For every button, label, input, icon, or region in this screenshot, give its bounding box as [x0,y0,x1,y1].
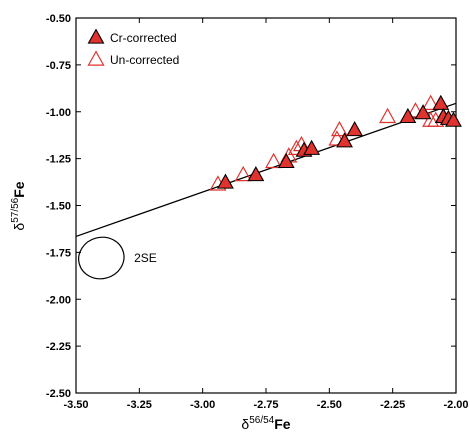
cr-corrected-point [445,111,462,127]
uncorrected-point [265,152,283,169]
x-tick-label: -2.00 [443,399,468,411]
data-points [209,94,462,191]
y-tick-label: -1.00 [46,107,71,119]
uncorrected-point [328,130,346,146]
legend-label: Cr-corrected [110,31,177,45]
x-tick-label: -2.75 [253,399,278,411]
x-tick-label: -3.00 [190,399,215,411]
y-tick-label: -1.25 [46,154,71,166]
y-axis-label-sup: 57/56 [10,197,21,222]
cr-corrected-point [432,94,450,110]
y-tick-label: -0.50 [46,13,71,25]
x-tick-label: -2.25 [380,399,405,411]
y-axis-label: δ57/56Fe [10,181,27,230]
x-axis-label: δ56/54Fe [241,415,290,432]
x-tick-label: -3.50 [63,399,88,411]
y-axis-label-suffix: Fe [11,181,27,198]
y-axis-label-prefix: δ [11,223,27,231]
annotations: 2SE [78,236,157,280]
legend-marker [87,28,105,44]
plot-frame [75,17,457,394]
x-tick-label: -3.25 [127,399,152,411]
legend-marker [87,50,105,66]
cr-corrected-point [303,139,321,155]
y-tick-label: -2.25 [46,341,71,353]
uncorrected-point [406,102,424,118]
trendline-group [75,102,457,238]
error-ellipse-label: 2SE [134,251,157,265]
y-tick-label: -1.50 [46,201,71,213]
y-tick-label: -1.75 [46,247,71,259]
error-ellipse [78,236,125,280]
axis-ticks: -3.50 -3.25 -3.00 -2.75 -2.50 -2.25 -2.00 -0.50… [46,13,469,411]
x-axis-label-prefix: δ [241,416,249,432]
cr-corrected-point [247,165,265,182]
cr-corrected-point [336,132,353,148]
x-axis-label-suffix: Fe [274,416,291,432]
y-tick-label: -2.50 [46,388,71,400]
cr-corrected-point [277,152,295,169]
uncorrected-point [422,111,440,127]
uncorrected-point [379,107,397,124]
uncorrected-point [422,94,440,110]
y-tick-label: -2.00 [46,294,71,306]
uncorrected-point [287,139,305,155]
legend: Cr-corrected Un-corrected [87,28,179,67]
y-tick-label: -0.75 [46,60,71,72]
uncorrected-point [234,165,252,182]
cr-corrected-point [217,173,234,189]
cr-corrected-point [399,107,417,124]
cr-corrected-point [414,104,432,120]
cr-corrected-point [346,120,364,137]
x-axis-label-sup: 56/54 [249,415,274,426]
legend-label: Un-corrected [110,53,179,67]
x-tick-label: -2.50 [317,399,342,411]
trendline [75,102,457,238]
